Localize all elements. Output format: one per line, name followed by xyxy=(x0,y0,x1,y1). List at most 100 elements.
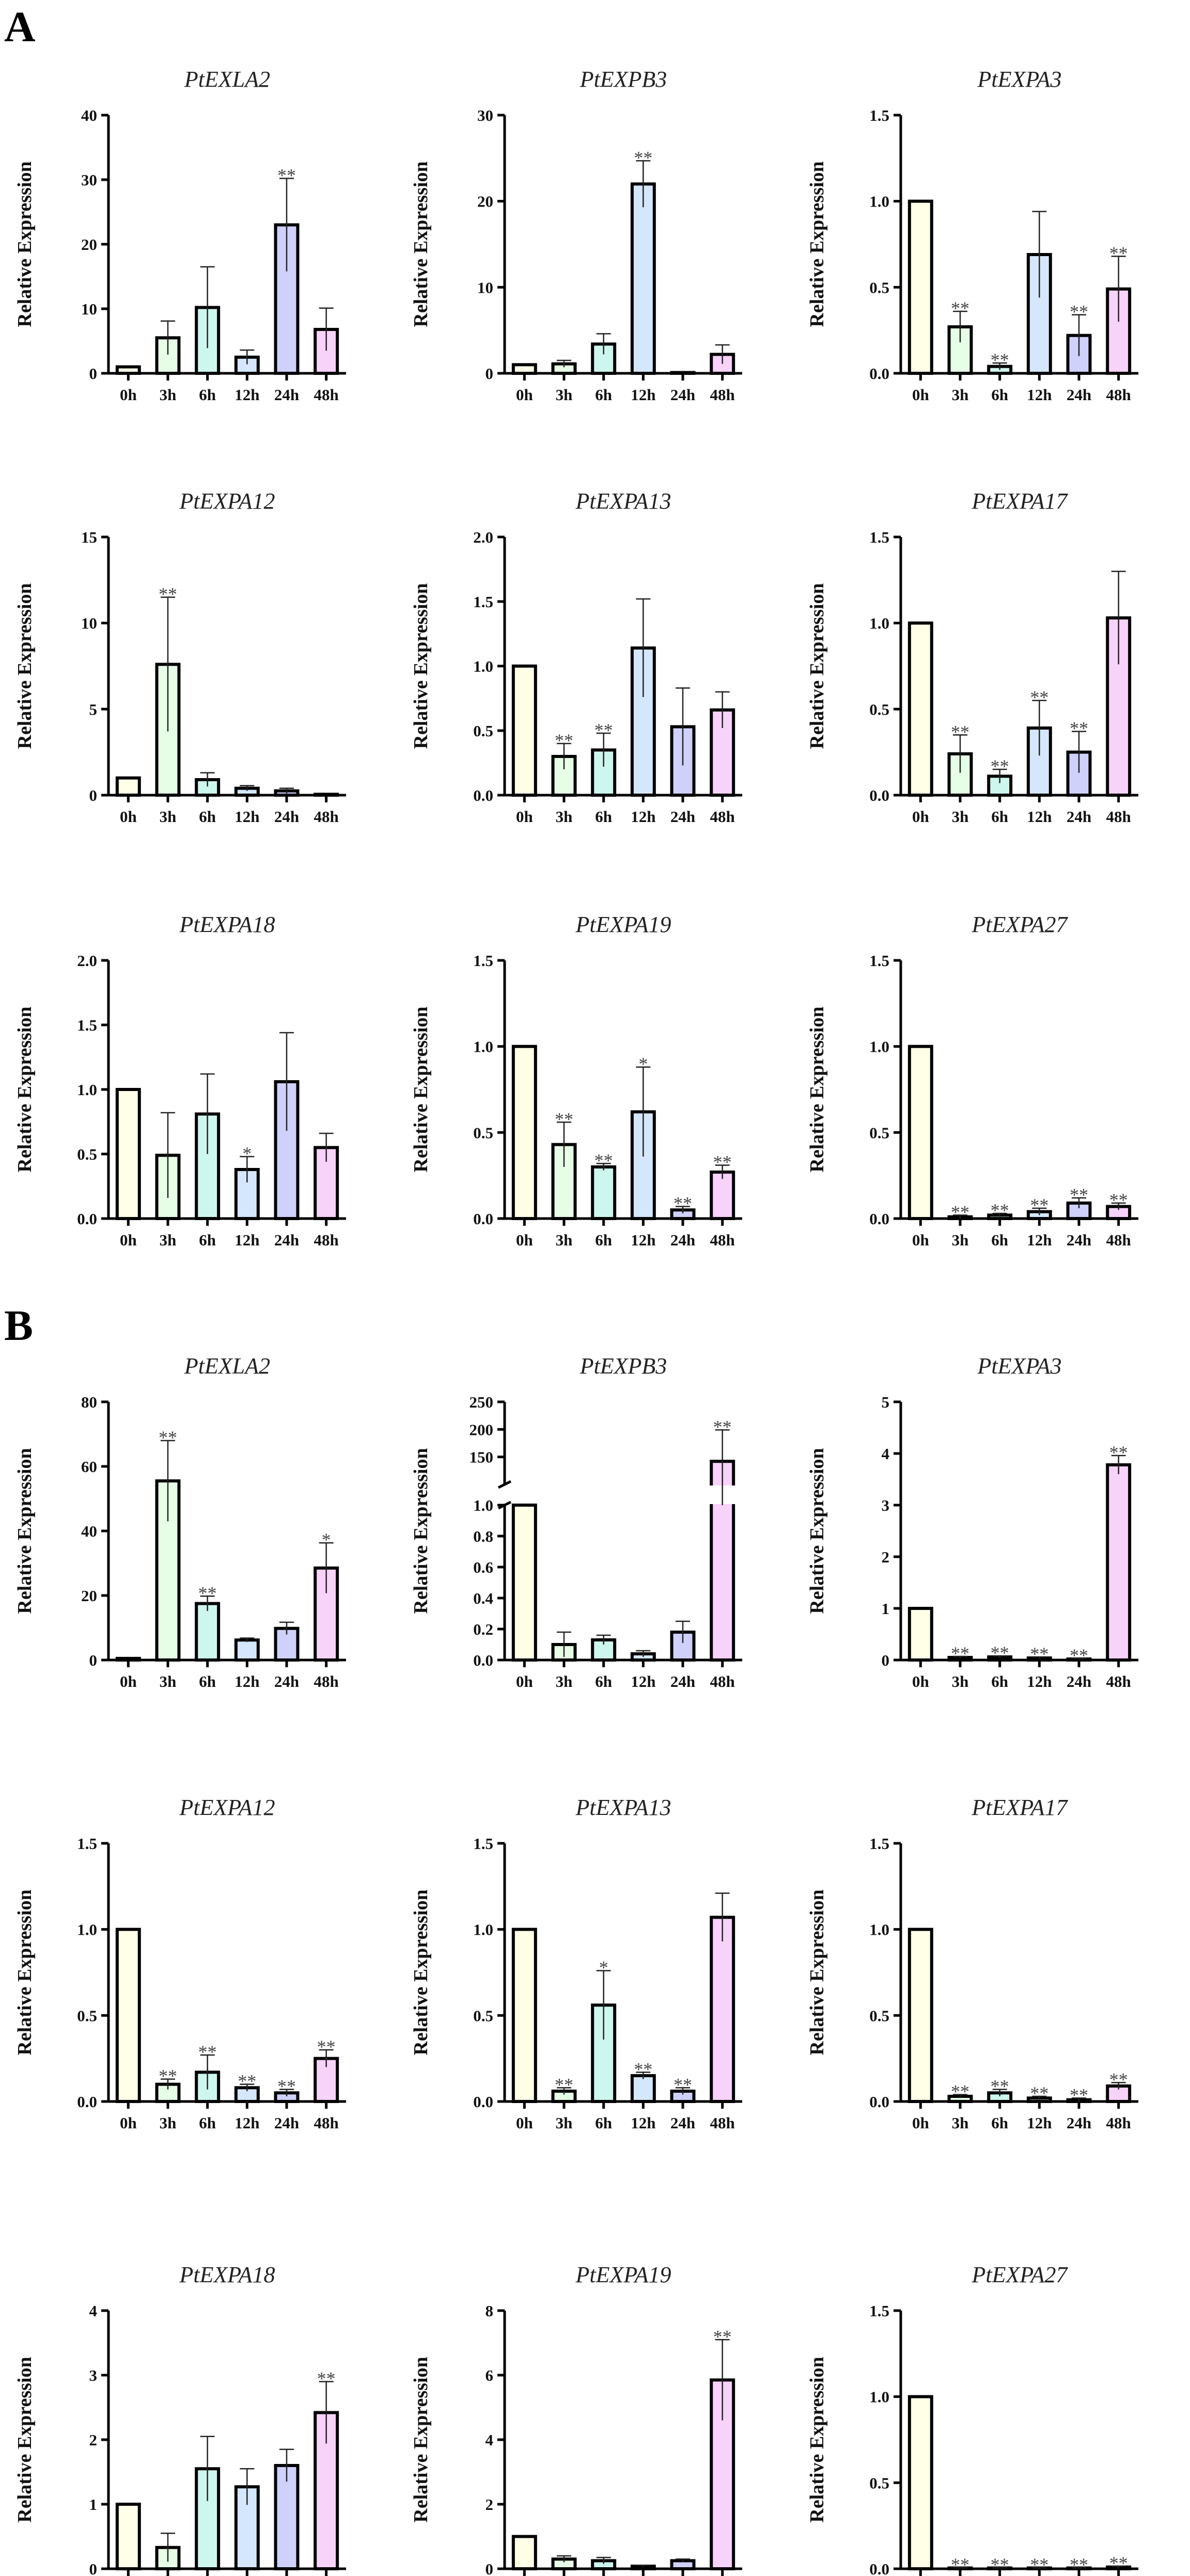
x-tick-label: 0h xyxy=(912,386,929,404)
x-tick-label: 24h xyxy=(1067,386,1091,404)
significance-label: ** xyxy=(991,756,1009,777)
significance-label: ** xyxy=(1030,1643,1048,1664)
y-tick-label: 0.0 xyxy=(77,2093,97,2111)
y-tick-label: 1.0 xyxy=(869,614,889,633)
significance-label: ** xyxy=(159,584,177,605)
y-tick-label: 1.0 xyxy=(869,1038,889,1056)
chart-title: PtEXPA12 xyxy=(179,488,275,514)
x-tick-label: 6h xyxy=(199,2114,216,2132)
significance-label: * xyxy=(599,1957,608,1978)
x-tick-label: 24h xyxy=(670,2114,695,2132)
y-tick-label: 1.0 xyxy=(77,1081,97,1099)
chart-title: PtEXPA19 xyxy=(575,912,671,937)
chart-a-ptexpa3: PtEXPA3 Relative Expression 0.0 0.5 1.0 1.5 0h… xyxy=(806,67,1138,404)
significance-label: ** xyxy=(991,350,1009,370)
x-tick-label: 48h xyxy=(314,808,339,826)
chart-a-ptexpa12: PtEXPA12 Relative Expression 0 5 10 15 0h 3h ** 6… xyxy=(14,488,346,826)
x-tick-label: 12h xyxy=(234,1231,259,1249)
y-tick-label: 1.0 xyxy=(77,1921,97,1939)
x-tick-label: 3h xyxy=(952,808,969,826)
y-tick-label: 1.5 xyxy=(77,1016,97,1034)
x-tick-label: 24h xyxy=(670,1231,695,1249)
bar xyxy=(907,1927,933,2104)
x-tick-label: 12h xyxy=(1027,2114,1052,2132)
x-tick-label: 24h xyxy=(1067,808,1091,826)
chart-b-ptexla2: PtEXLA2 Relative Expression 0 20 40 60 80 0h 3h *… xyxy=(14,1353,346,1690)
significance-label: ** xyxy=(277,2076,296,2097)
y-axis-label: Relative Expression xyxy=(14,1889,36,2055)
significance-label: ** xyxy=(951,1643,969,1664)
bar xyxy=(511,1045,537,1220)
chart-title: PtEXPB3 xyxy=(580,1353,667,1379)
significance-label: ** xyxy=(713,1416,732,1437)
y-tick-label: 1.5 xyxy=(473,952,493,970)
y-axis-label: Relative Expression xyxy=(806,161,828,327)
bar xyxy=(511,1504,537,1662)
y-tick-label: 60 xyxy=(81,1458,97,1476)
x-tick-label: 12h xyxy=(631,2114,655,2132)
y-axis-label: Relative Expression xyxy=(806,2357,828,2522)
x-tick-label: 6h xyxy=(595,808,612,826)
y-tick-label: 20 xyxy=(81,1587,97,1605)
y-tick-label: 1.5 xyxy=(869,1835,889,1853)
significance-label: ** xyxy=(1109,1442,1128,1463)
y-tick-label: 0.0 xyxy=(869,2560,889,2576)
y-tick-label: 0 xyxy=(882,1651,890,1669)
significance-label: ** xyxy=(198,2042,217,2062)
x-tick-label: 3h xyxy=(556,2114,573,2132)
x-tick-label: 12h xyxy=(631,808,655,826)
y-tick-label: 20 xyxy=(81,235,97,254)
x-tick-label: 12h xyxy=(631,1672,655,1690)
y-tick-label: 6 xyxy=(486,2366,494,2384)
x-tick-label: 24h xyxy=(670,808,695,826)
bar xyxy=(511,1927,537,2104)
x-tick-label: 0h xyxy=(120,1231,137,1249)
significance-label: ** xyxy=(159,2066,177,2087)
x-tick-label: 6h xyxy=(595,2114,612,2132)
y-axis-label: Relative Expression xyxy=(410,2357,432,2522)
x-tick-label: 24h xyxy=(274,808,299,826)
significance-label: ** xyxy=(991,2554,1009,2575)
bar xyxy=(907,621,933,797)
y-tick-label: 0 xyxy=(486,365,494,383)
x-tick-label: 24h xyxy=(274,386,299,404)
y-tick-label: 20 xyxy=(477,193,493,211)
x-tick-label: 24h xyxy=(670,1672,695,1690)
bar xyxy=(195,1602,221,1662)
x-tick-label: 48h xyxy=(314,2114,339,2132)
x-tick-label: 3h xyxy=(556,808,573,826)
chart-a-ptexpa19: PtEXPA19 Relative Expression 0.0 0.5 1.0 1.5 0… xyxy=(410,912,742,1249)
bar xyxy=(907,1045,933,1220)
significance-label: ** xyxy=(713,1152,732,1173)
y-tick-label: 1.0 xyxy=(473,1496,493,1514)
x-tick-label: 24h xyxy=(1067,2114,1091,2132)
y-tick-label: 0.0 xyxy=(869,1210,889,1228)
significance-label: ** xyxy=(951,2554,969,2575)
y-tick-label: 0.5 xyxy=(77,2006,97,2025)
y-tick-label: 200 xyxy=(469,1420,494,1439)
y-tick-label: 0 xyxy=(486,2560,494,2576)
significance-label: ** xyxy=(159,1427,177,1448)
bar xyxy=(115,2503,141,2570)
y-tick-label: 1.0 xyxy=(473,1921,493,1939)
significance-label: * xyxy=(638,1054,648,1074)
x-tick-label: 48h xyxy=(710,1672,735,1690)
bar xyxy=(314,793,339,797)
chart-b-ptexpa17: PtEXPA17 Relative Expression 0.0 0.5 1.0 1.5 0… xyxy=(806,1795,1138,2132)
significance-label: * xyxy=(322,1529,331,1550)
bar xyxy=(511,363,537,375)
significance-label: ** xyxy=(594,720,613,740)
x-tick-label: 0h xyxy=(120,1672,137,1690)
significance-label: * xyxy=(242,1143,252,1164)
y-tick-label: 3 xyxy=(89,2366,98,2384)
significance-label: ** xyxy=(1109,1190,1128,1210)
chart-b-ptexpa3: PtEXPA3 Relative Expression 0 1 2 3 4 5 0h 3h ** 6h… xyxy=(806,1353,1138,1690)
x-tick-label: 48h xyxy=(710,808,735,826)
chart-title: PtEXPA12 xyxy=(179,1795,275,1820)
y-tick-label: 80 xyxy=(81,1393,97,1411)
axis-break-mark xyxy=(497,1480,512,1489)
significance-label: ** xyxy=(951,1202,969,1222)
significance-label: ** xyxy=(674,2074,692,2095)
y-axis-label: Relative Expression xyxy=(14,1448,36,1614)
